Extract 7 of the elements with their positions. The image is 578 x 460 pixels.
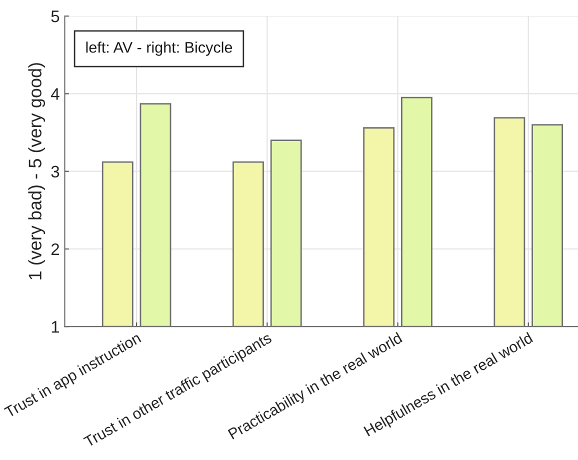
y-tick-label: 4 [50,88,60,100]
y-tick-label: 1 [52,321,60,333]
annotation: left: AV - right: Bicycle [86,42,232,56]
y-axis-title: 1 (very bad) - 5 (very good) [28,63,46,280]
y-tick-label: 5 [51,10,60,22]
y-tick-label: 3 [51,166,60,178]
y-tick-label: 2 [51,243,60,256]
